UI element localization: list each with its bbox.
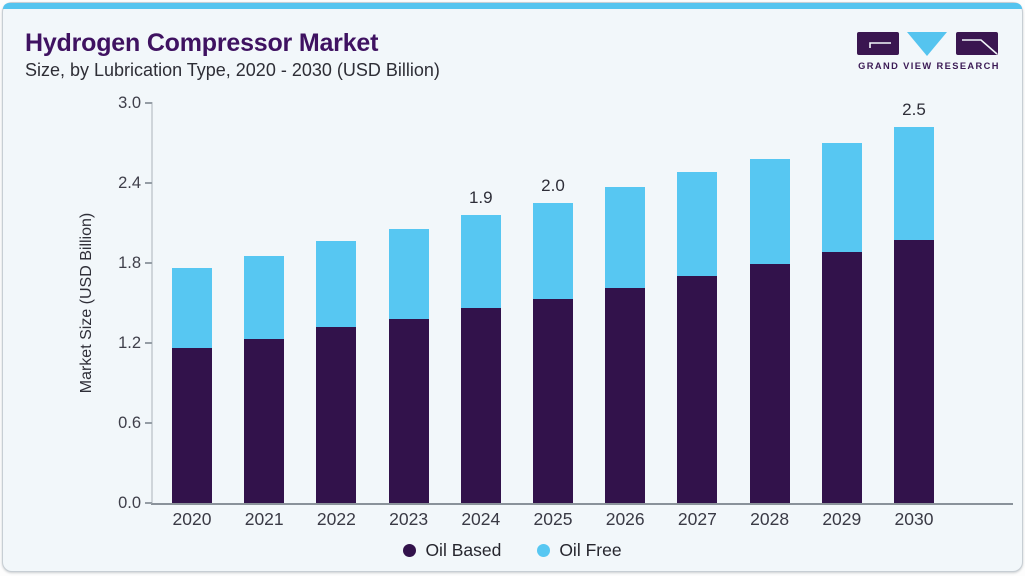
- x-tick-label-2029: 2029: [822, 509, 862, 529]
- x-tick-label-2027: 2027: [677, 509, 717, 529]
- x-tick-label-2028: 2028: [750, 509, 790, 529]
- bar-segment-oil-free-2022: [316, 241, 357, 327]
- bar-segment-oil-based-2023: [388, 318, 429, 503]
- bar-segment-oil-free-2030: [894, 126, 934, 240]
- y-axis-title: Market Size (USD Billion): [78, 212, 95, 394]
- bar-segment-oil-based-2026: [605, 288, 646, 503]
- legend-label-oil-free: Oil Free: [559, 540, 622, 560]
- grand-view-research-logo: GRAND VIEW RESEARCH: [857, 32, 1000, 71]
- bar-total-label-2024: 1.9: [468, 187, 493, 207]
- bar-segment-oil-free-2024: [460, 214, 501, 309]
- y-axis-line: [151, 102, 153, 505]
- bar-segment-oil-based-2025: [533, 298, 573, 503]
- bar-segment-oil-based-2028: [749, 264, 790, 503]
- y-tick-mark-2.4: [145, 181, 152, 184]
- y-tick-label-0.6: 0.6: [118, 413, 141, 432]
- card-top-accent-strip: [3, 3, 1022, 9]
- x-tick-label-2030: 2030: [894, 509, 934, 529]
- chart-plot-area: Market Size (USD Billion) 0.0 0.6 1.2 1.8 2.…: [3, 3, 1022, 571]
- bar-segment-oil-free-2021: [244, 256, 285, 339]
- y-tick-label-3.0: 3.0: [118, 93, 141, 112]
- legend-item-oil-free: Oil Free: [537, 540, 622, 561]
- y-tick-mark-0.0: [145, 502, 152, 504]
- legend-label-oil-based: Oil Based: [425, 540, 502, 560]
- page-title: Hydrogen Compressor Market: [25, 29, 379, 57]
- bar-total-label-2030: 2.5: [902, 99, 926, 119]
- bar-segment-oil-based-2024: [460, 308, 501, 503]
- logo-wordmark: GRAND VIEW RESEARCH: [858, 61, 1000, 71]
- oil-based-swatch-icon: [403, 544, 417, 557]
- y-tick-mark-0.6: [145, 421, 152, 424]
- bar-segment-oil-free-2028: [749, 158, 790, 265]
- bar-segment-oil-based-2030: [894, 240, 934, 503]
- bar-segment-oil-free-2023: [388, 229, 429, 319]
- chart-legend: Oil Based Oil Free: [3, 540, 1022, 561]
- x-tick-label-2022: 2022: [316, 509, 356, 529]
- bar-segment-oil-based-2029: [821, 252, 862, 503]
- page-subtitle: Size, by Lubrication Type, 2020 - 2030 (…: [25, 60, 440, 80]
- oil-free-swatch-icon: [537, 544, 551, 557]
- x-tick-label-2024: 2024: [461, 509, 501, 529]
- y-tick-label-2.4: 2.4: [118, 173, 141, 192]
- x-tick-label-2023: 2023: [389, 509, 429, 529]
- bar-segment-oil-free-2029: [821, 142, 862, 253]
- y-tick-mark-1.2: [145, 341, 152, 344]
- bar-segment-oil-based-2021: [244, 338, 285, 503]
- bar-segment-oil-free-2025: [533, 202, 573, 299]
- x-tick-label-2026: 2026: [605, 509, 645, 529]
- y-tick-label-1.8: 1.8: [118, 253, 141, 272]
- logo-v-triangle-icon: [907, 32, 947, 56]
- y-tick-label-1.2: 1.2: [118, 333, 141, 352]
- legend-item-oil-based: Oil Based: [403, 540, 501, 561]
- bar-segment-oil-based-2027: [677, 276, 718, 503]
- bar-segment-oil-free-2026: [605, 186, 646, 289]
- x-axis-line: [151, 503, 1013, 505]
- bar-segment-oil-based-2020: [172, 348, 212, 503]
- bar-segment-oil-based-2022: [316, 326, 357, 503]
- y-tick-mark-3.0: [145, 101, 152, 104]
- x-tick-label-2025: 2025: [533, 509, 573, 529]
- y-tick-mark-1.8: [145, 261, 152, 264]
- logo-r-block: [956, 32, 998, 55]
- y-tick-label-0.0: 0.0: [118, 494, 141, 512]
- x-tick-label-2021: 2021: [244, 509, 284, 529]
- bar-segment-oil-free-2027: [677, 171, 718, 277]
- x-tick-label-2020: 2020: [172, 509, 212, 529]
- bar-segment-oil-free-2020: [172, 268, 212, 349]
- bar-total-label-2025: 2.0: [541, 175, 565, 195]
